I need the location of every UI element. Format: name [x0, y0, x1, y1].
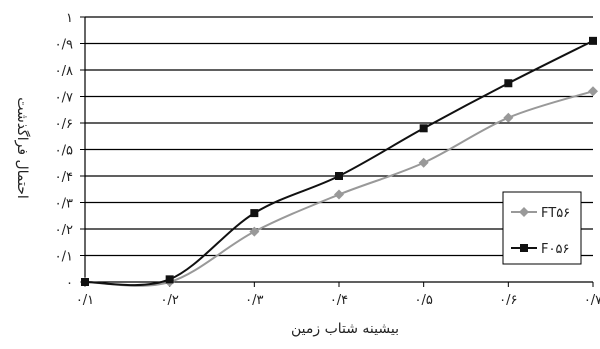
y-tick-label: ۰/۴: [55, 170, 73, 185]
data-point: [81, 278, 89, 286]
series-lines: [80, 36, 598, 287]
x-tick-label: ۰/۳: [245, 293, 263, 308]
y-tick-label: ۰/۲: [55, 223, 73, 238]
x-axis-label: بیشینه شتاب زمین: [291, 321, 399, 337]
data-point: [250, 209, 259, 218]
data-point: [519, 207, 529, 217]
y-tick-label: ۰/۷: [55, 91, 73, 106]
x-tick-label: ۰/۱: [76, 293, 94, 308]
x-tick-label: ۰/۴: [330, 293, 348, 308]
data-point: [503, 112, 514, 123]
legend-label: F۰۵۶: [541, 242, 569, 257]
x-tick-label: ۰/۲: [160, 293, 178, 308]
y-axis-label: احتمال فراگذشت: [14, 97, 31, 199]
y-tick-label: ۰/۶: [55, 117, 73, 132]
x-tick-label: ۰/۷: [584, 293, 600, 308]
x-tick-label: ۰/۶: [499, 293, 517, 308]
data-point: [504, 79, 513, 88]
legend-box: [502, 191, 582, 265]
data-point: [335, 172, 343, 180]
y-tick-label: ۱: [66, 11, 73, 26]
data-point: [334, 189, 344, 200]
x-tick-label: ۰/۵: [414, 293, 432, 308]
data-point: [419, 124, 428, 133]
y-tick-label: ۰/۵: [55, 144, 73, 159]
y-tick-label: ۰/۳: [55, 197, 73, 212]
data-point: [520, 244, 528, 252]
data-point: [588, 86, 598, 97]
y-tick-label: ۰: [66, 276, 73, 291]
data-point: [165, 275, 174, 284]
data-point: [589, 36, 597, 45]
data-point: [249, 226, 260, 237]
data-point: [418, 157, 429, 168]
y-tick-label: ۰/۱: [55, 250, 73, 265]
legend-label: FT۵۶: [541, 206, 570, 221]
legend: FT۵۶ F۰۵۶: [502, 191, 582, 265]
grid-lines: [85, 16, 593, 257]
y-tick-label: ۰/۹: [55, 38, 73, 53]
y-tick-label: ۰/۸: [55, 64, 73, 79]
